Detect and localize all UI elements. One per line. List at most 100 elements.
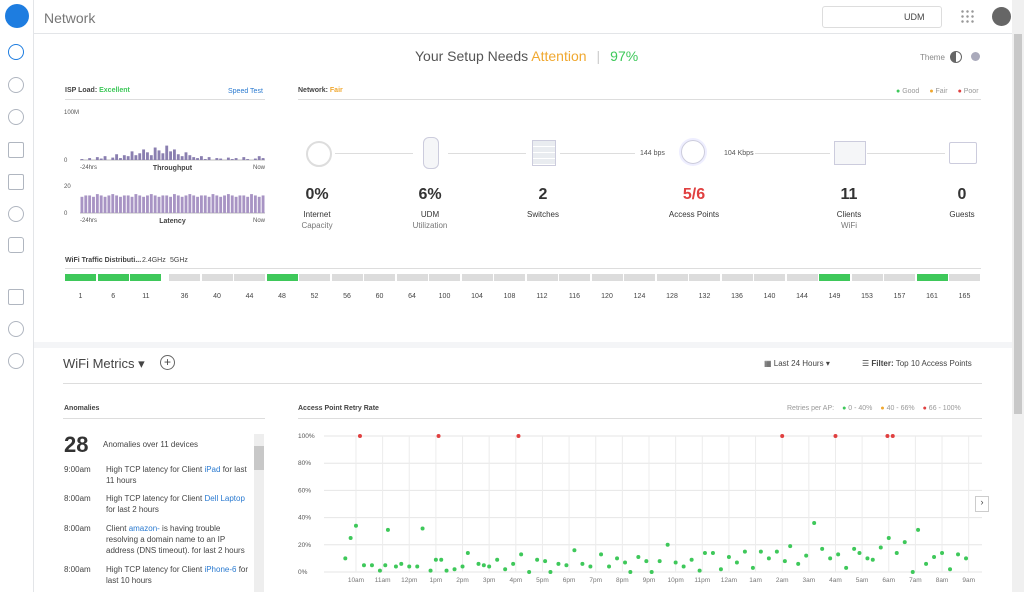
point	[348, 536, 353, 540]
bar	[250, 194, 253, 213]
point	[433, 557, 438, 562]
channel-label: 100	[438, 293, 451, 300]
next-arrow[interactable]: ›	[975, 496, 989, 512]
bar	[161, 153, 165, 160]
channel-label: 1	[78, 293, 83, 300]
point	[487, 564, 492, 569]
nav-alerts[interactable]	[8, 321, 24, 337]
metrics-title[interactable]: WiFi Metrics ▾	[63, 356, 145, 371]
page-scrollbar[interactable]	[1012, 0, 1024, 592]
channel-label: 161	[926, 293, 938, 300]
x-tick-label: 2am	[776, 577, 789, 584]
stat-value: 2	[538, 186, 548, 203]
point	[710, 550, 715, 555]
bar	[153, 195, 157, 213]
theme-light[interactable]	[971, 52, 980, 61]
point	[673, 560, 678, 565]
bar	[88, 158, 92, 160]
legend-item: ● 40 - 66%	[880, 405, 914, 412]
stat-label: Access Points	[668, 210, 720, 219]
range-selector[interactable]: ▦ Last 24 Hours ▾	[764, 359, 830, 368]
bar	[223, 195, 226, 213]
logo[interactable]	[5, 4, 29, 28]
bar	[126, 195, 130, 213]
avatar[interactable]	[992, 7, 1011, 26]
theme-dark[interactable]	[950, 51, 962, 63]
nav-topology[interactable]	[8, 77, 24, 93]
point	[890, 434, 895, 438]
nav-insights[interactable]	[8, 206, 24, 222]
legend-dot: ●	[922, 405, 929, 412]
point	[758, 549, 763, 554]
bar	[199, 156, 203, 160]
clients-icon	[834, 141, 866, 165]
bar	[115, 195, 119, 213]
anomaly-text: High TCP latency for Client iPad for las…	[106, 464, 251, 486]
bar	[95, 157, 99, 160]
stat-label: Clients	[836, 210, 862, 219]
stat: 0 Guests	[912, 186, 1012, 219]
x-tick-label: 1pm	[430, 577, 443, 584]
bar	[169, 196, 172, 213]
bar	[253, 195, 257, 213]
channel-label: 128	[666, 293, 678, 300]
nav-events[interactable]	[8, 289, 24, 305]
point	[543, 559, 548, 564]
point	[932, 555, 937, 560]
band-5[interactable]: 5GHz	[170, 257, 188, 264]
point	[726, 555, 731, 560]
anomaly-after: for last 2 hours	[106, 505, 159, 514]
point	[377, 568, 382, 573]
point	[385, 527, 390, 532]
anomaly-link[interactable]: iPhone-6	[204, 565, 237, 574]
anomaly-before: High TCP latency for Client	[106, 494, 203, 503]
legend-label: 40 - 66%	[886, 405, 915, 412]
channel-label: 144	[796, 293, 808, 300]
x-tick-label: 9am	[962, 577, 975, 584]
point	[572, 548, 577, 553]
x-tick-label: 2pm	[456, 577, 469, 584]
band-24[interactable]: 2.4GHz	[142, 257, 166, 264]
point	[623, 560, 628, 565]
nav-stats[interactable]	[8, 174, 24, 190]
nav-security[interactable]	[8, 237, 24, 253]
nav-settings[interactable]	[8, 353, 24, 369]
channel-label: 60	[375, 293, 384, 300]
bar	[246, 196, 250, 213]
anomaly-link[interactable]: amazon-	[128, 524, 160, 533]
network-status-value: Fair	[329, 87, 343, 94]
channel-label: 124	[633, 293, 646, 300]
nav-devices[interactable]	[8, 109, 24, 125]
point	[399, 561, 404, 566]
add-metric[interactable]: +	[160, 355, 175, 370]
point	[644, 559, 649, 564]
anomaly-link[interactable]: iPad	[204, 465, 221, 474]
apps-menu[interactable]	[960, 9, 974, 23]
point	[465, 550, 470, 555]
point	[564, 563, 569, 568]
bar	[238, 195, 242, 213]
point	[750, 565, 755, 570]
nav-clients[interactable]	[8, 142, 24, 158]
anomaly-link[interactable]: Dell Laptop	[204, 494, 245, 503]
legend-label: Good	[902, 88, 920, 95]
anomaly-scrollbar[interactable]	[254, 434, 264, 592]
x-label: Now	[253, 165, 266, 171]
bar	[146, 195, 149, 213]
bar	[207, 157, 211, 160]
bar	[173, 194, 176, 213]
nav-dashboard[interactable]	[8, 44, 24, 60]
point	[511, 561, 516, 566]
stat-sub: Utilization	[412, 221, 448, 230]
speed-test[interactable]: Speed Test	[228, 88, 263, 95]
point	[415, 564, 420, 569]
device-selector[interactable]: UDM	[822, 6, 942, 28]
filter[interactable]: ☰ Filter: Top 10 Access Points	[862, 359, 972, 368]
ap-icon	[681, 140, 705, 164]
channel-label: 108	[503, 293, 516, 300]
point	[697, 568, 702, 573]
point	[607, 564, 612, 569]
x-label: -24hrs	[80, 218, 97, 224]
point	[556, 561, 561, 566]
bar	[261, 195, 265, 213]
